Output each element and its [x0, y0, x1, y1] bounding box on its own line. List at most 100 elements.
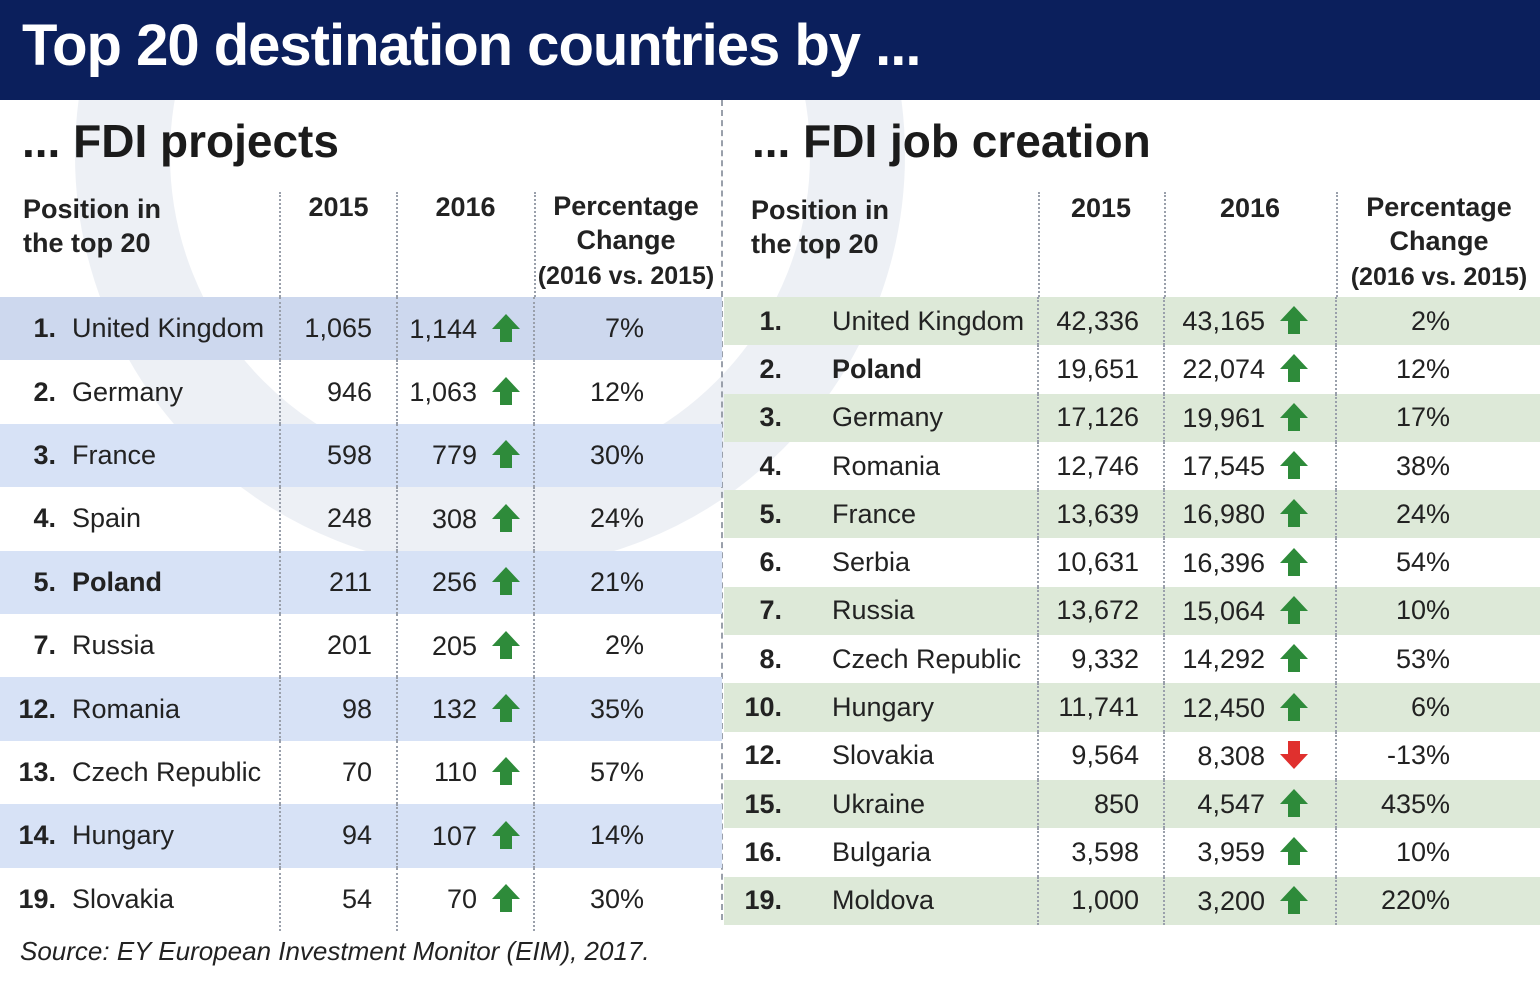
value-2015: 1,000: [1071, 885, 1139, 916]
rank-value: 15.: [744, 788, 782, 819]
country-cell: Poland: [58, 550, 280, 614]
value-2015-cell: 3,598: [1037, 828, 1164, 877]
table-row: 19. Slovakia 54 70 30%: [0, 867, 722, 931]
value-2016-cell: 1,063: [396, 360, 534, 424]
pct-change-value: 6%: [1410, 692, 1450, 723]
panel-divider: [721, 100, 723, 920]
value-2016-cell: 107: [396, 804, 534, 868]
value-2015: 70: [341, 756, 372, 787]
source-note: Source: EY European Investment Monitor (…: [20, 936, 650, 966]
country-cell: Czech Republic: [58, 741, 280, 804]
table-row: 12. Romania 98 132 35%: [0, 677, 722, 741]
header-pct-line1: Percentage: [553, 191, 699, 221]
up-arrow-icon: [491, 313, 521, 343]
rank-value: 16.: [744, 836, 782, 867]
value-2016-cell: 16,980: [1163, 490, 1336, 539]
value-2015-cell: 42,336: [1037, 297, 1164, 346]
value-2016: 3,200: [1197, 885, 1265, 916]
value-2015-cell: 11,741: [1037, 683, 1164, 732]
country-name: Slovakia: [72, 883, 175, 914]
jobs-table: 1. United Kingdom 42,336 43,165 2% 2. Poland 19…: [724, 297, 1540, 925]
pct-change-cell: 2%: [1335, 297, 1540, 346]
up-arrow-icon: [491, 693, 521, 723]
country-name: United Kingdom: [832, 305, 1025, 336]
up-arrow-icon: [491, 376, 521, 406]
value-2016: 8,308: [1197, 740, 1265, 771]
rank-cell: 7.: [0, 614, 58, 677]
pct-change-value: 10%: [1395, 595, 1450, 626]
up-arrow-icon: [1279, 450, 1309, 480]
value-2015: 9,332: [1071, 643, 1139, 674]
header-position-line2: the top 20: [23, 228, 151, 258]
value-2016: 12,450: [1182, 692, 1265, 723]
up-arrow-icon: [1279, 353, 1309, 383]
pct-change-value: 53%: [1395, 643, 1450, 674]
value-2015: 9,564: [1071, 740, 1139, 771]
value-2015-cell: 598: [279, 423, 397, 488]
value-2015-cell: 1,065: [279, 297, 397, 361]
pct-change-value: 24%: [1395, 498, 1450, 529]
header-pct-change: Percentage Change (2016 vs. 2015): [536, 189, 716, 293]
rank-value: 2.: [33, 376, 56, 407]
value-2016-cell: 43,165: [1163, 297, 1336, 346]
rank-value: 6.: [759, 547, 782, 578]
down-arrow-icon: [1279, 740, 1309, 770]
value-2015-cell: 13,639: [1037, 490, 1164, 539]
country-cell: Romania: [58, 677, 280, 741]
value-2016: 107: [431, 820, 477, 851]
value-2015: 211: [328, 566, 372, 597]
header-divider: [534, 192, 536, 297]
country-name: Serbia: [832, 547, 911, 578]
header-pct-line2: Change: [1389, 226, 1489, 256]
pct-change-value: 10%: [1395, 836, 1450, 867]
pct-change-value: 2%: [1410, 305, 1450, 336]
value-2016-cell: 70: [396, 867, 534, 931]
rank-cell: 16.: [724, 828, 782, 876]
up-arrow-icon: [1279, 305, 1309, 335]
header-position-line1: Position in: [23, 194, 161, 224]
header-pct-line3: (2016 vs. 2015): [537, 262, 715, 290]
pct-change-cell: -13%: [1335, 731, 1540, 780]
pct-change-cell: 10%: [1335, 828, 1540, 877]
pct-change-value: 21%: [589, 566, 644, 597]
pct-change-value: 30%: [589, 883, 644, 914]
country-cell: France: [782, 490, 1038, 539]
header-pct-line1: Percentage: [1366, 192, 1512, 222]
value-2016: 132: [431, 694, 477, 725]
country-cell: Romania: [782, 442, 1038, 490]
pct-change-value: 14%: [589, 820, 644, 851]
rank-cell: 5.: [0, 550, 58, 614]
header-2015: 2015: [308, 192, 369, 222]
rank-cell: 15.: [724, 779, 782, 829]
rank-cell: 1.: [724, 297, 782, 346]
header-2016: 2016: [435, 192, 496, 222]
rank-cell: 2.: [0, 360, 58, 423]
country-name: Hungary: [832, 692, 935, 723]
header-position-line1: Position in: [751, 195, 889, 225]
pct-change-cell: 53%: [1335, 635, 1540, 684]
pct-change-cell: 17%: [1335, 393, 1540, 442]
pct-change-cell: 38%: [1335, 441, 1540, 491]
country-cell: United Kingdom: [58, 297, 280, 361]
rank-cell: 5.: [724, 490, 782, 539]
value-2016-cell: 205: [396, 613, 534, 678]
value-2016: 15,064: [1182, 595, 1265, 626]
country-name: Poland: [832, 353, 923, 384]
table-row: 3. France 598 779 30%: [0, 423, 722, 488]
header-position-line2: the top 20: [751, 229, 879, 259]
table-row: 19. Moldova 1,000 3,200 220%: [724, 876, 1540, 925]
rank-cell: 19.: [0, 868, 58, 931]
value-2015: 11,741: [1058, 692, 1139, 723]
up-arrow-icon: [1279, 885, 1309, 915]
rank-cell: 2.: [724, 345, 782, 393]
value-2016: 16,980: [1182, 499, 1265, 530]
rank-cell: 4.: [724, 442, 782, 490]
up-arrow-icon: [491, 883, 521, 913]
value-2015: 1,065: [304, 313, 372, 344]
value-2015-cell: 248: [279, 487, 397, 551]
value-2016-cell: 17,545: [1163, 441, 1336, 491]
pct-change-cell: 220%: [1335, 876, 1540, 925]
rank-value: 13.: [18, 756, 56, 787]
rank-value: 12.: [18, 693, 56, 724]
value-2016-cell: 3,200: [1163, 876, 1336, 925]
